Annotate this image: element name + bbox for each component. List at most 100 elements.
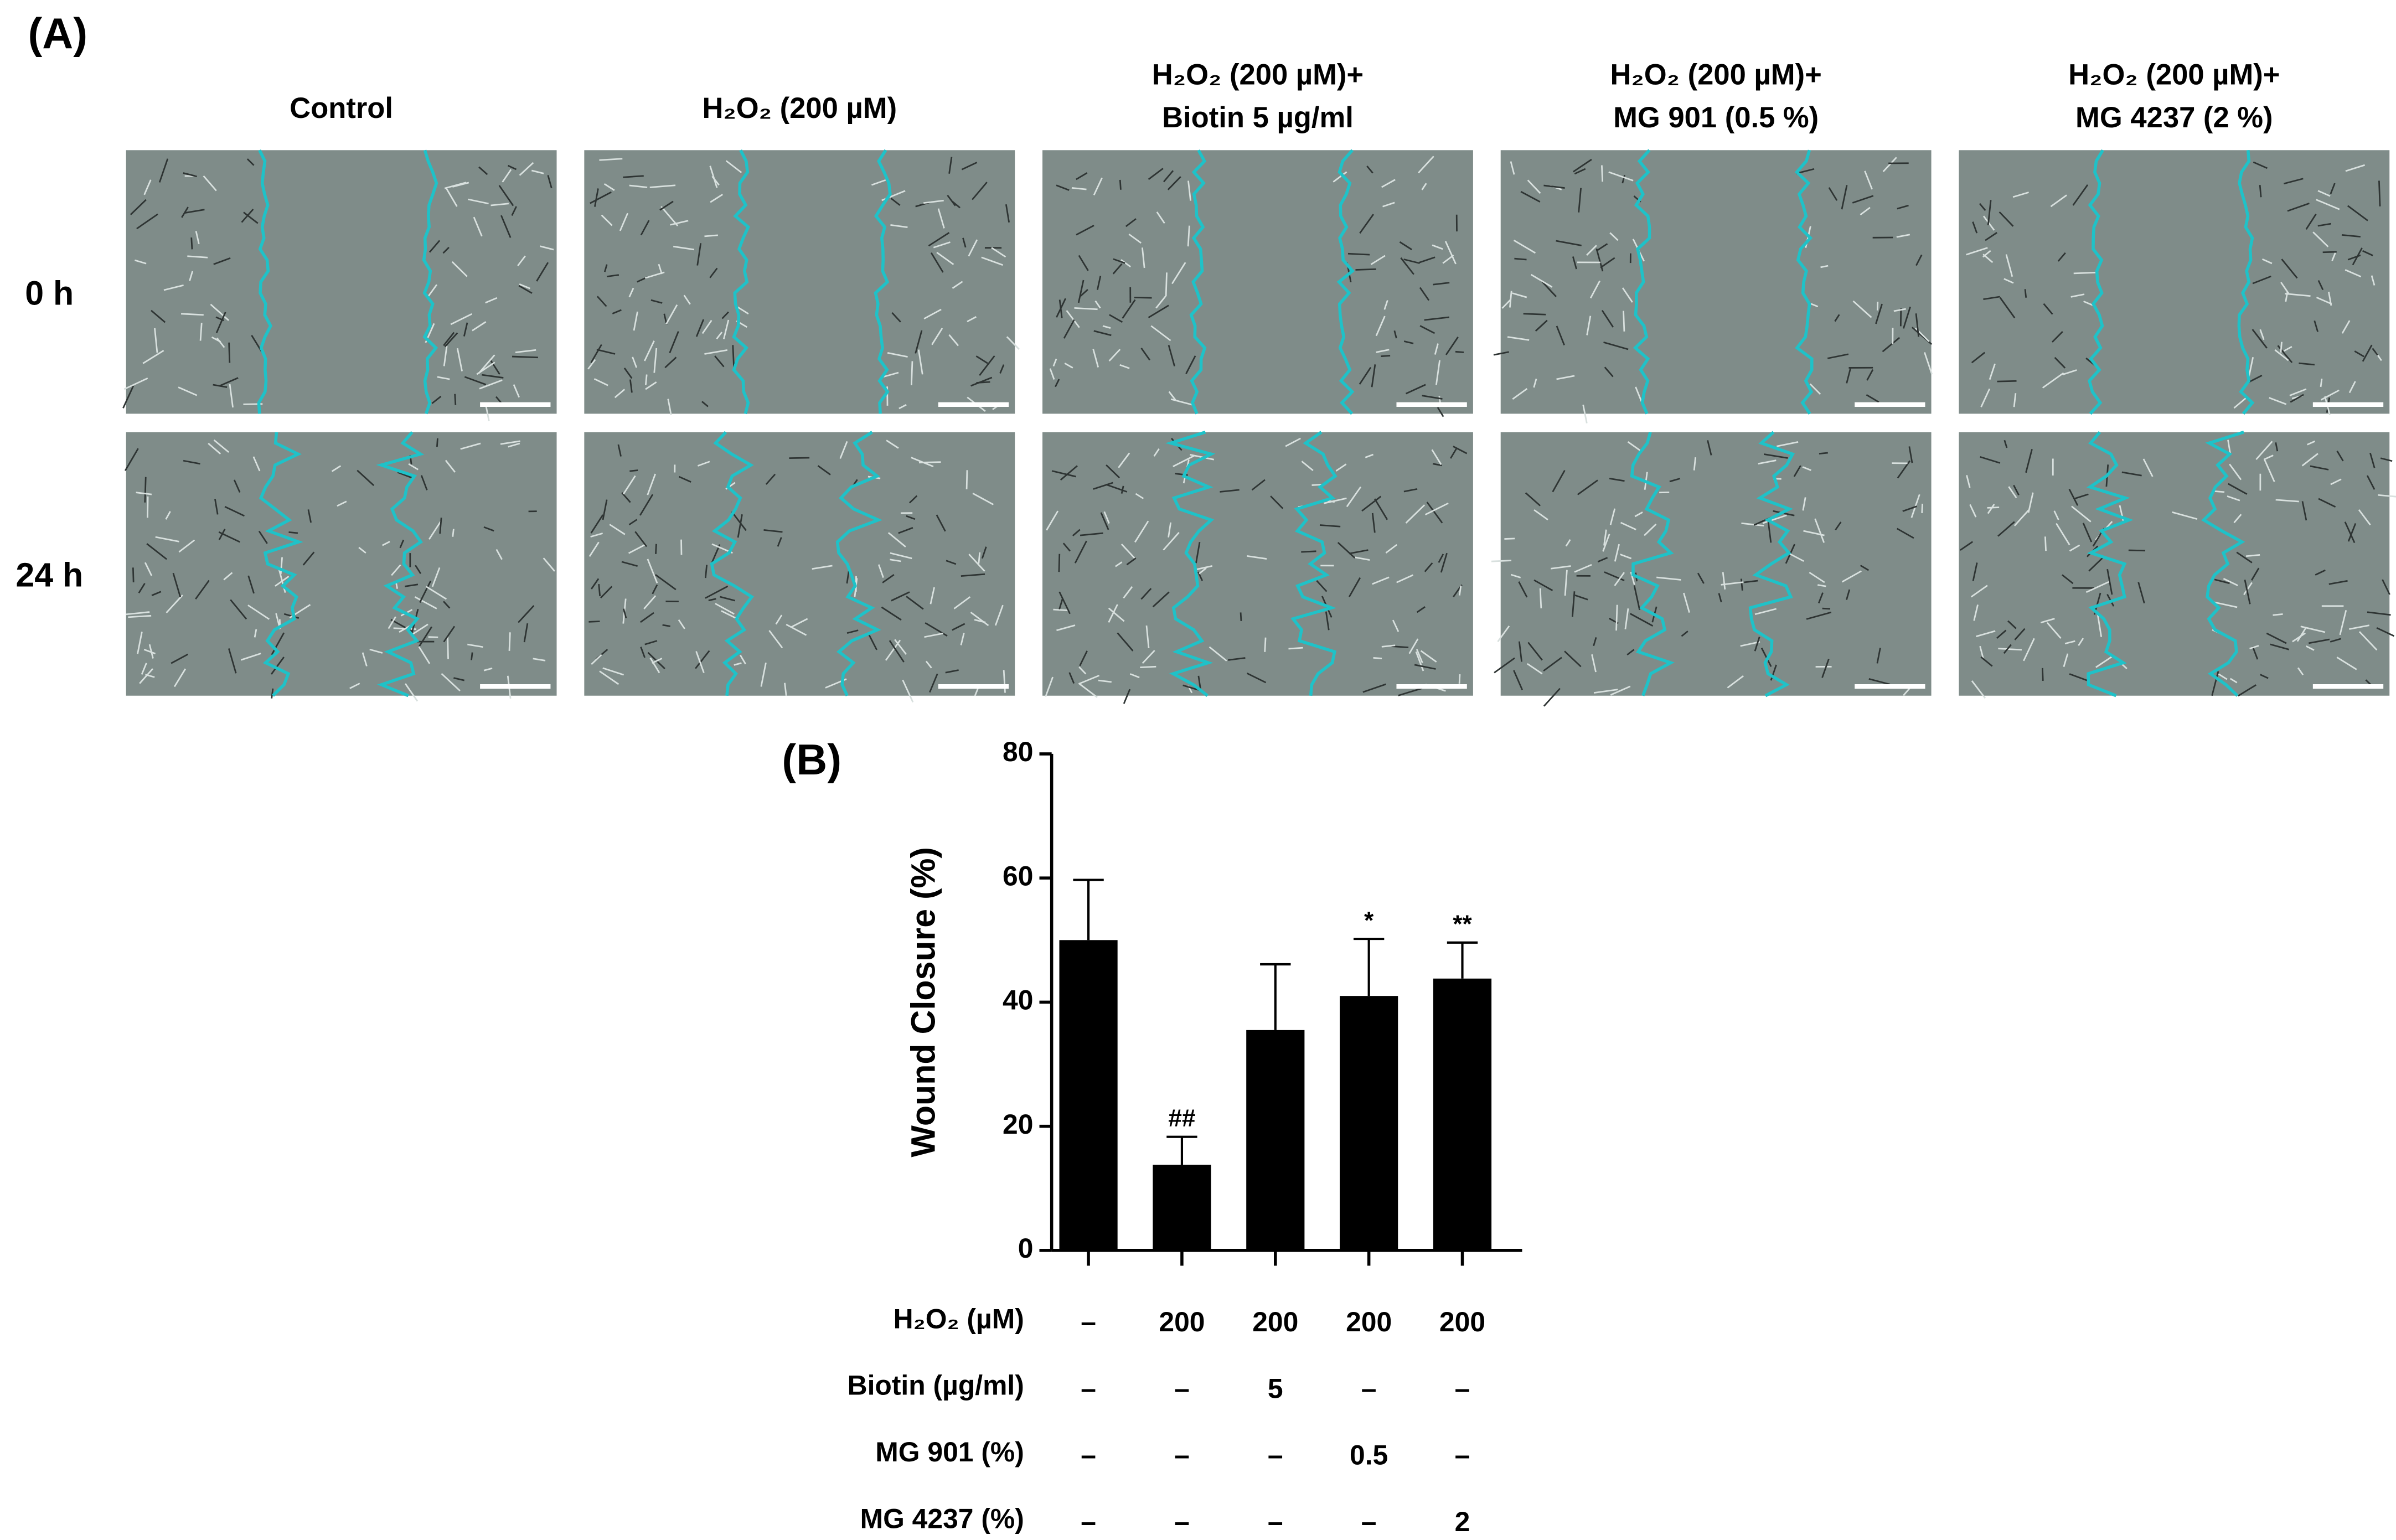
cell [2078,638,2084,646]
cell [967,316,977,323]
cell [1076,172,1088,180]
cell [606,274,619,277]
cell [1996,629,2007,639]
cell [961,162,978,170]
cell [1424,562,1433,572]
cell [952,281,963,289]
cell [1754,636,1760,652]
cell [357,469,375,487]
cell [1819,452,1828,454]
cell [1971,352,1986,364]
cell [128,614,152,618]
cell [2336,657,2357,670]
cell [1681,631,1688,637]
cell [1366,166,1373,174]
cell [1634,511,1643,518]
cell [124,448,139,471]
cell [1288,647,1303,650]
cell [2354,350,2364,358]
cell [1150,325,1171,342]
cell [2054,356,2066,369]
cell [1512,292,1527,298]
cell [431,395,442,404]
cell [1108,349,1121,361]
cell [1610,685,1631,696]
cell [420,475,428,490]
cell [1525,492,1541,507]
cell [2367,611,2391,616]
cell [1125,218,1137,228]
cell [483,667,493,671]
cell [1115,561,1123,567]
cell [443,345,448,366]
cell [1718,593,1722,603]
cell [1985,232,1997,241]
cell [1062,542,1071,552]
condition-value: 200 [1439,1306,1485,1337]
cell [1564,650,1582,668]
cell [2252,329,2268,349]
cell [1098,679,1112,683]
cell [739,654,746,665]
wound-edge [732,149,750,415]
cell [906,596,924,610]
cell [443,601,451,609]
cell [1535,319,1548,332]
cell [208,442,221,454]
cell [890,198,901,206]
cell [1056,624,1076,632]
cell [1582,404,1588,423]
cell [1896,234,1910,238]
cell [2274,349,2289,361]
cell [2243,582,2253,596]
cell [962,237,967,248]
cell [443,626,456,643]
cell [1817,584,1826,587]
cell [1060,465,1078,481]
cell [213,439,230,453]
cell [1134,520,1149,543]
cell [644,340,655,361]
cell [909,495,918,504]
cell [911,361,913,386]
micrograph [1959,150,2390,414]
cell [1834,314,1840,322]
cell [760,662,767,687]
cell [442,246,450,254]
cell [187,255,208,259]
cell [1897,204,1909,210]
wound-edge [710,431,754,696]
cell [453,677,465,681]
cell [1574,594,1588,601]
cell [483,526,494,532]
cell [898,404,907,410]
cell [1197,675,1202,691]
cell [1979,203,1986,211]
cell [163,284,184,291]
bar [1340,996,1398,1250]
cell [1346,486,1362,508]
cell [2352,247,2363,266]
cell [1422,395,1443,400]
cell [898,527,913,534]
condition-value: – [1361,1373,1377,1404]
cell [902,679,914,703]
wound-edge [2086,431,2134,697]
cell [452,182,469,188]
cell [2285,292,2289,302]
cell [1195,541,1201,564]
cell [2229,678,2238,684]
cell [490,203,509,206]
cell [247,575,255,594]
cell [1626,649,1635,656]
cell [143,649,156,655]
wound-edge [257,149,273,414]
cell [2062,369,2077,375]
cell [629,379,633,393]
cell [1431,449,1442,466]
cell [1602,534,1610,552]
cell [786,623,807,636]
y-axis-label: Wound Closure (%) [905,847,942,1157]
cell [1106,464,1120,479]
cell [587,359,596,370]
